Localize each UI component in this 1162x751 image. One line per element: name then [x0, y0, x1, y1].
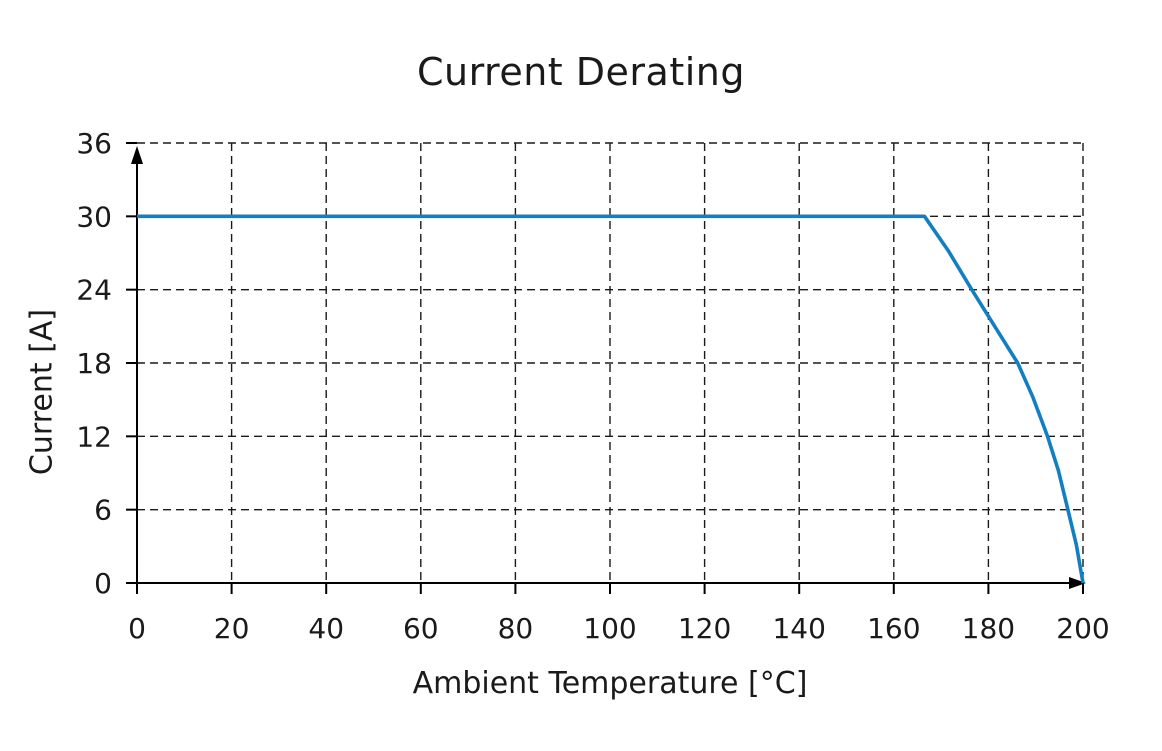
x-tick-label: 160 [867, 612, 920, 645]
y-tick-label: 36 [76, 127, 112, 160]
y-tick-label: 12 [76, 420, 112, 453]
x-tick-label: 40 [308, 612, 344, 645]
y-tick-label: 18 [76, 347, 112, 380]
y-axis-label: Current [A] [24, 308, 60, 476]
x-tick-label: 120 [678, 612, 731, 645]
chart-title: Current Derating [416, 50, 745, 94]
x-tick-label: 80 [498, 612, 534, 645]
grid-lines [137, 142, 1084, 583]
y-tick-label: 0 [94, 567, 112, 600]
x-tick-label: 20 [214, 612, 250, 645]
x-tick-label: 200 [1056, 612, 1109, 645]
x-tick-label: 100 [583, 612, 636, 645]
x-tick-label: 140 [772, 612, 825, 645]
x-axis-label: Ambient Temperature [°C] [412, 666, 808, 701]
y-axis-arrow [131, 146, 143, 164]
x-tick-label: 60 [403, 612, 439, 645]
tick-marks [126, 142, 1084, 594]
y-tick-label: 24 [76, 274, 112, 307]
x-tick-label: 0 [128, 612, 146, 645]
current-derating-curve [137, 214, 1085, 584]
tick-labels: 0 20 40 60 80 100 120 140 160 180 200 0 6 12 18 24 30 36 [76, 127, 1109, 645]
y-tick-label: 30 [76, 200, 112, 233]
y-tick-label: 6 [94, 494, 112, 527]
x-axis-arrow [1069, 577, 1086, 589]
x-tick-label: 180 [962, 612, 1015, 645]
